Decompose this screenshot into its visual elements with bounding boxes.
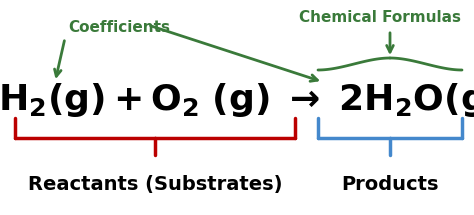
Text: Coefficients: Coefficients: [68, 20, 170, 35]
Text: Products: Products: [341, 175, 439, 194]
Text: Chemical Formulas: Chemical Formulas: [299, 10, 461, 25]
Text: Reactants (Substrates): Reactants (Substrates): [28, 175, 282, 194]
Text: $\mathbf{2H_2(g) + O_2\ (g)\ \rightarrow\ 2H_2O(g)}$: $\mathbf{2H_2(g) + O_2\ (g)\ \rightarrow…: [0, 81, 474, 119]
